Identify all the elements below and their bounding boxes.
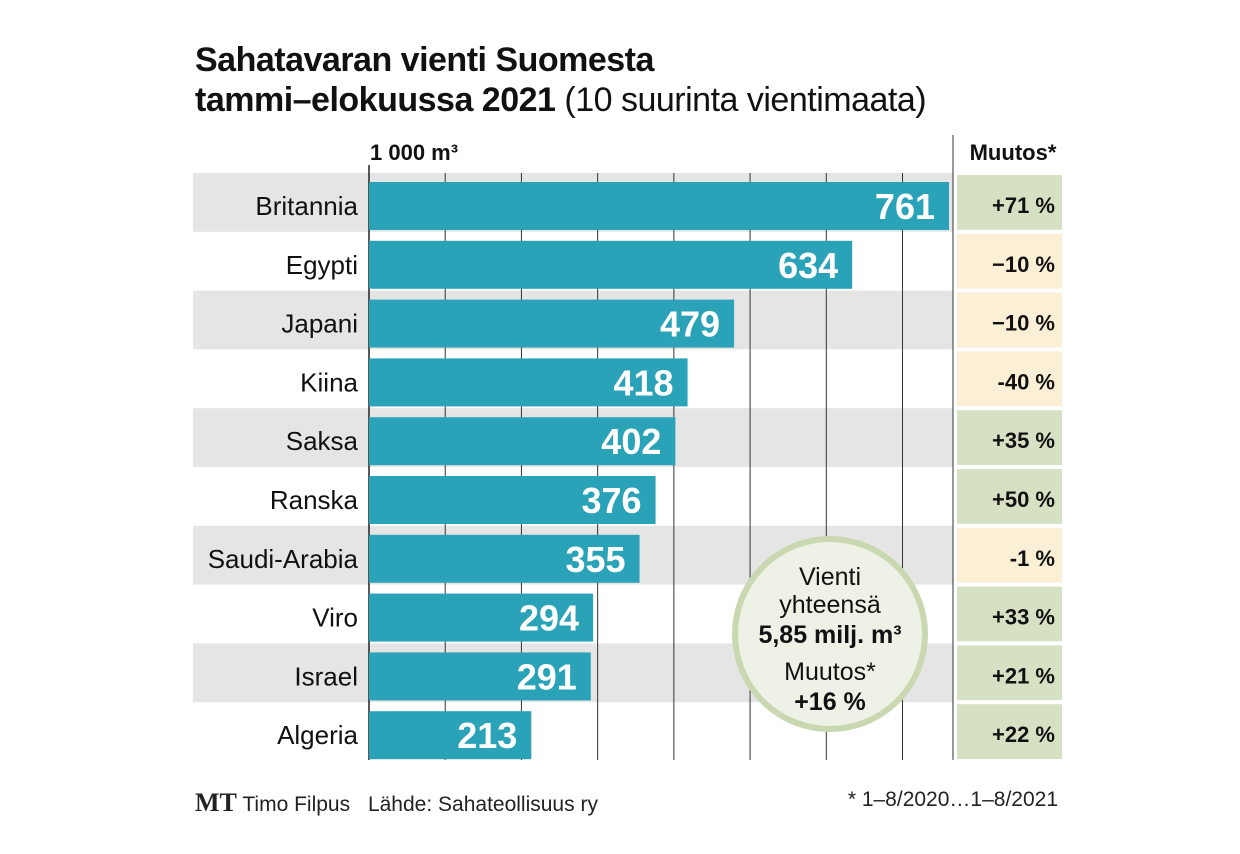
- bar: [369, 476, 656, 524]
- bar: [369, 358, 688, 407]
- footnote: * 1–8/2020…1–8/2021: [847, 788, 1058, 811]
- category-label: Algeria: [277, 720, 358, 750]
- category-label: Egypti: [286, 250, 358, 280]
- change-cell: [957, 704, 1062, 759]
- change-label: −10 %: [992, 311, 1055, 336]
- change-cell: [957, 410, 1062, 465]
- chart-title: Sahatavaran vienti Suomesta tammi–elokuu…: [195, 40, 927, 120]
- value-label: 213: [457, 715, 517, 756]
- total-callout: Vienti yhteensä 5,85 milj. m³ Muutos* +1…: [732, 536, 928, 732]
- title-line-1: Sahatavaran vienti Suomesta: [195, 41, 654, 79]
- change-label: +71 %: [992, 193, 1055, 218]
- change-cell: [957, 233, 1062, 289]
- callout-line-1: Vienti: [799, 563, 861, 591]
- callout-line-2: yhteensä: [779, 591, 881, 619]
- change-cell: [957, 292, 1062, 348]
- bar: [369, 240, 853, 289]
- change-label: −10 %: [992, 252, 1055, 277]
- change-label: +22 %: [992, 722, 1055, 747]
- change-label: -40 %: [998, 369, 1055, 394]
- bar: [369, 417, 676, 466]
- category-label: Britannia: [255, 191, 358, 221]
- change-cell: [957, 645, 1062, 701]
- bar: [369, 652, 591, 701]
- change-label: -1 %: [1010, 546, 1055, 571]
- change-label: +50 %: [992, 487, 1055, 512]
- value-label: 402: [601, 421, 661, 462]
- bar: [369, 299, 735, 348]
- value-label: 479: [660, 304, 720, 345]
- value-label: 291: [517, 656, 577, 697]
- bar: [369, 593, 594, 642]
- value-label: 355: [565, 539, 625, 580]
- change-cell: [957, 469, 1062, 524]
- subtitle: (10 suurinta vientimaata): [564, 81, 927, 119]
- unit-label: 1 000 m³: [370, 140, 458, 165]
- change-cell: [957, 586, 1062, 642]
- category-label: Ranska: [270, 485, 359, 515]
- category-label: Israel: [294, 661, 358, 691]
- callout-total: 5,85 milj. m³: [758, 621, 901, 649]
- value-label: 634: [778, 245, 838, 286]
- change-cell: [957, 175, 1062, 230]
- author: Timo Filpus: [242, 793, 351, 816]
- title-line-2: tammi–elokuussa 2021: [195, 81, 556, 119]
- category-label: Saksa: [286, 426, 359, 456]
- change-label: +33 %: [992, 605, 1055, 630]
- source: Lähde: Sahateollisuus ry: [367, 793, 598, 816]
- callout-change-label: Muutos*: [784, 658, 876, 686]
- change-cell: [957, 527, 1062, 583]
- footer-credits: MT Timo Filpus Lähde: Sahateollisuus ry: [195, 788, 598, 818]
- value-label: 294: [519, 598, 579, 639]
- category-label: Viro: [312, 603, 358, 633]
- bar: [369, 711, 532, 760]
- bar: [369, 182, 949, 230]
- value-label: 376: [581, 480, 641, 521]
- change-header: Muutos*: [970, 140, 1057, 165]
- bar: [369, 534, 640, 583]
- category-label: Japani: [281, 309, 358, 339]
- callout-circle: [732, 536, 928, 732]
- callout-change: +16 %: [794, 688, 866, 716]
- change-label: +35 %: [992, 428, 1055, 453]
- mt-logo: MT: [195, 788, 237, 817]
- change-cell: [957, 351, 1062, 407]
- value-label: 418: [614, 362, 674, 403]
- category-label: Kiina: [300, 367, 358, 397]
- change-label: +21 %: [992, 663, 1055, 688]
- value-label: 761: [875, 186, 935, 227]
- category-label: Saudi-Arabia: [208, 544, 359, 574]
